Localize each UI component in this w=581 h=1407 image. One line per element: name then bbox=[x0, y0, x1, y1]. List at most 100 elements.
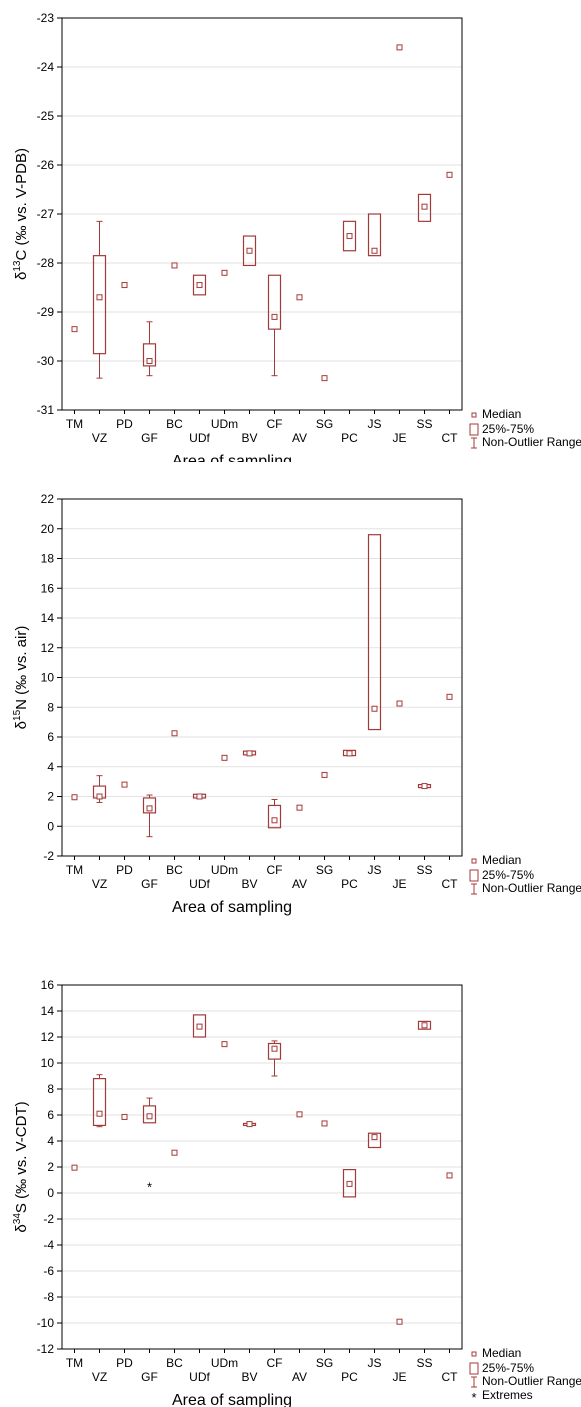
category-label: JE bbox=[392, 431, 406, 445]
y-tick-label: -28 bbox=[37, 256, 55, 270]
median-udf bbox=[196, 1023, 203, 1030]
y-axis-label-isotope: 15 bbox=[12, 709, 23, 721]
median-cf bbox=[271, 817, 278, 824]
median-av bbox=[296, 804, 303, 811]
y-tick-label: 14 bbox=[41, 1004, 55, 1018]
median-je bbox=[396, 700, 403, 707]
y-tick-label: -29 bbox=[37, 305, 55, 319]
box-gf bbox=[142, 343, 157, 367]
category-label: CT bbox=[442, 431, 459, 445]
legend-box-label: 25%-75% bbox=[482, 868, 534, 882]
y-tick-label: 10 bbox=[41, 671, 55, 685]
median-ct bbox=[446, 693, 453, 700]
category-label: PD bbox=[116, 863, 133, 877]
category-label: CT bbox=[442, 1370, 459, 1384]
category-label: SS bbox=[416, 863, 432, 877]
median-udm bbox=[221, 269, 228, 276]
median-vz bbox=[96, 1110, 103, 1117]
box-udf bbox=[192, 1014, 207, 1038]
median-av bbox=[296, 1111, 303, 1118]
median-js bbox=[371, 247, 378, 254]
y-tick-label: -10 bbox=[37, 1316, 55, 1330]
median-bc bbox=[171, 1149, 178, 1156]
median-udf bbox=[196, 793, 203, 800]
y-tick-label: 2 bbox=[47, 790, 54, 804]
median-udf bbox=[196, 282, 203, 289]
y-tick-label: -12 bbox=[37, 1342, 55, 1356]
box-js bbox=[367, 1132, 382, 1149]
legend-box-icon bbox=[469, 1362, 479, 1375]
box-cf bbox=[267, 804, 282, 829]
median-cf bbox=[271, 313, 278, 320]
d13c-chart: -31 -30 -29 -28 -27 -26 -25 -24 -23 TM VZ PD GF BC UDf… bbox=[12, 11, 581, 462]
y-axis-label: δ34S (‰ vs. V-CDT) bbox=[12, 1101, 30, 1232]
median-udm bbox=[221, 1041, 228, 1048]
category-label: JE bbox=[392, 1370, 406, 1384]
median-gf bbox=[146, 358, 153, 364]
y-tick-label: 22 bbox=[41, 492, 55, 506]
median-bv bbox=[246, 750, 253, 757]
median-av bbox=[296, 294, 303, 301]
median-ss bbox=[421, 203, 428, 210]
median-ss bbox=[421, 783, 428, 790]
median-pc bbox=[346, 750, 353, 757]
median-udm bbox=[221, 754, 228, 761]
median-pd bbox=[121, 781, 128, 788]
category-label: UDf bbox=[189, 1370, 210, 1384]
y-tick-label: 14 bbox=[41, 611, 55, 625]
category-label: CF bbox=[267, 417, 283, 431]
category-label: BV bbox=[241, 431, 257, 445]
legend-median-label: Median bbox=[482, 1346, 521, 1360]
legend-box-icon bbox=[469, 869, 479, 882]
median-bc bbox=[171, 262, 178, 269]
category-label: CF bbox=[267, 863, 283, 877]
d34s-chart: -12 -10 -8 -6 -4 -2 0 2 4 6 8 10 12 14 16 TM VZ PD GF BC UDf… bbox=[12, 978, 581, 1407]
y-tick-label: -4 bbox=[43, 1238, 54, 1252]
box-ss bbox=[417, 1020, 432, 1030]
category-label: JS bbox=[367, 863, 381, 877]
x-axis-label: Area of sampling bbox=[172, 899, 292, 916]
category-label: BC bbox=[166, 417, 183, 431]
legend-median-label: Median bbox=[482, 853, 521, 867]
y-tick-label: 0 bbox=[47, 819, 54, 833]
category-label: UDm bbox=[211, 1356, 238, 1370]
category-label: UDf bbox=[189, 877, 210, 891]
median-ct bbox=[446, 1172, 453, 1179]
legend-box-label: 25%-75% bbox=[482, 1361, 534, 1375]
category-label: GF bbox=[141, 1370, 158, 1384]
category-label: AV bbox=[292, 877, 307, 891]
y-axis-label-delta: δ bbox=[13, 721, 30, 729]
median-bc bbox=[171, 730, 178, 737]
legend-extremes-label: Extremes bbox=[482, 1388, 533, 1402]
legend-median-icon bbox=[471, 412, 477, 418]
y-axis-label-unit: C (‰ vs. V-PDB) bbox=[13, 148, 30, 261]
legend-range-label: Non-Outlier Range bbox=[482, 1374, 581, 1388]
category-label: JS bbox=[367, 417, 381, 431]
y-tick-label: 8 bbox=[47, 1082, 54, 1096]
category-label: AV bbox=[292, 1370, 307, 1384]
box-pc bbox=[342, 220, 357, 252]
box-gf bbox=[142, 797, 157, 814]
y-tick-label: 4 bbox=[47, 760, 54, 774]
category-label: SG bbox=[316, 863, 333, 877]
category-label: TM bbox=[66, 1356, 83, 1370]
y-tick-label: -2 bbox=[43, 1212, 54, 1226]
y-axis-label: δ15N (‰ vs. air) bbox=[12, 626, 30, 730]
y-tick-label: 2 bbox=[47, 1160, 54, 1174]
y-tick-label: 6 bbox=[47, 1108, 54, 1122]
median-ss bbox=[421, 1022, 428, 1029]
category-label: CF bbox=[267, 1356, 283, 1370]
box-bv bbox=[242, 235, 257, 267]
y-tick-label: -24 bbox=[37, 60, 55, 74]
legend-range-label: Non-Outlier Range bbox=[482, 435, 581, 449]
category-label: UDm bbox=[211, 863, 238, 877]
y-tick-label: -26 bbox=[37, 158, 55, 172]
y-tick-label: 12 bbox=[41, 641, 55, 655]
median-ct bbox=[446, 171, 453, 178]
category-label: VZ bbox=[92, 431, 107, 445]
box-js bbox=[367, 213, 382, 257]
category-label: PC bbox=[341, 1370, 358, 1384]
category-label: JE bbox=[392, 877, 406, 891]
extreme-gf: * bbox=[147, 1180, 152, 1195]
